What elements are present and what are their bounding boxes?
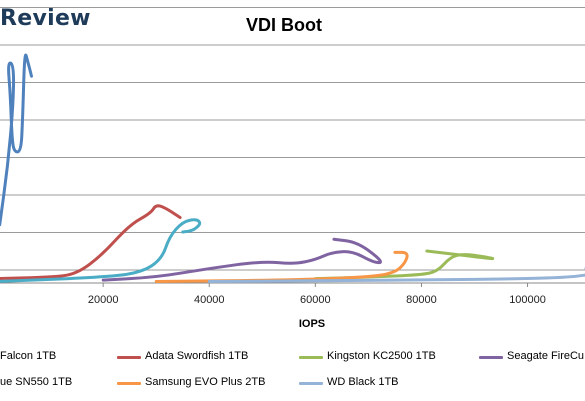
series-line-wd-black-1tb xyxy=(207,267,585,283)
x-tick-label: 40000 xyxy=(194,294,225,306)
series-line-blue-sn550-1tb xyxy=(0,218,202,283)
legend-swatch xyxy=(299,356,323,359)
legend-label: WD Black 1TB xyxy=(327,376,399,388)
x-axis-label: IOPS xyxy=(299,318,325,330)
x-tick-label: 80000 xyxy=(406,294,437,306)
legend-label: ue SN550 1TB xyxy=(0,376,73,388)
legend-label: Adata Swordfish 1TB xyxy=(145,350,249,362)
gridlines xyxy=(0,7,585,271)
x-tick-label: 20000 xyxy=(88,294,119,306)
series-line-seagate-firecuda xyxy=(101,237,382,282)
legend-swatch xyxy=(299,382,323,385)
chart-title: VDI Boot xyxy=(246,15,322,35)
legend-swatch xyxy=(479,356,503,359)
legend-swatch xyxy=(117,356,141,359)
legend-label: Seagate FireCu xyxy=(507,350,585,362)
series-line-falcon-1tb xyxy=(0,53,33,227)
x-tick-label: 100000 xyxy=(509,294,546,306)
brand-logo-text: Review xyxy=(0,6,91,31)
legend-swatch xyxy=(117,382,141,385)
series-line-samsung-evo-plus-2tb xyxy=(154,250,409,283)
series-line-adata-swordfish-1tb xyxy=(0,204,182,281)
x-tick-labels: 2000040000600008000010000012000 xyxy=(88,283,546,306)
x-tick-label: 60000 xyxy=(300,294,331,306)
series-layer xyxy=(0,53,585,283)
legend-label: Falcon 1TB xyxy=(0,350,57,362)
legend-label: Samsung EVO Plus 2TB xyxy=(145,376,266,388)
legend-label: Kingston KC2500 1TB xyxy=(327,350,436,362)
